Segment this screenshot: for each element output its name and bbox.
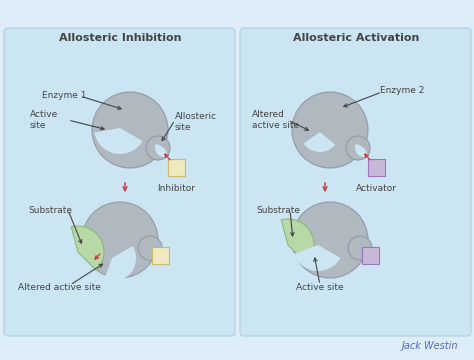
FancyBboxPatch shape: [168, 159, 185, 176]
Circle shape: [82, 202, 158, 278]
Text: Altered active site: Altered active site: [18, 284, 101, 292]
Circle shape: [138, 236, 162, 260]
Text: Enzyme 2: Enzyme 2: [380, 86, 424, 95]
Wedge shape: [304, 132, 335, 152]
FancyBboxPatch shape: [152, 247, 169, 264]
Text: Allosteric
site: Allosteric site: [175, 112, 217, 132]
Circle shape: [146, 136, 170, 160]
Text: Inhibitor: Inhibitor: [157, 184, 195, 193]
Text: Allosteric Activation: Allosteric Activation: [293, 33, 419, 43]
Text: Jack Westin: Jack Westin: [401, 341, 458, 351]
Circle shape: [292, 202, 368, 278]
Wedge shape: [104, 246, 136, 282]
Text: Activator: Activator: [356, 184, 396, 193]
Text: Altered
active site: Altered active site: [252, 110, 299, 130]
Text: Allosteric Inhibition: Allosteric Inhibition: [59, 33, 181, 43]
Circle shape: [92, 92, 168, 168]
Text: Substrate: Substrate: [28, 206, 72, 215]
FancyBboxPatch shape: [240, 28, 471, 336]
Wedge shape: [71, 226, 104, 270]
Wedge shape: [281, 219, 314, 264]
Text: Substrate: Substrate: [256, 206, 300, 215]
FancyBboxPatch shape: [368, 159, 385, 176]
Wedge shape: [355, 144, 368, 157]
FancyBboxPatch shape: [4, 28, 235, 336]
Circle shape: [348, 236, 372, 260]
Text: Enzyme 1: Enzyme 1: [42, 90, 86, 99]
FancyBboxPatch shape: [362, 247, 379, 264]
Wedge shape: [94, 128, 143, 154]
Wedge shape: [155, 144, 168, 157]
Text: Active
site: Active site: [30, 110, 58, 130]
Text: Active site: Active site: [296, 284, 344, 292]
Wedge shape: [293, 245, 340, 271]
Circle shape: [292, 92, 368, 168]
Circle shape: [346, 136, 370, 160]
